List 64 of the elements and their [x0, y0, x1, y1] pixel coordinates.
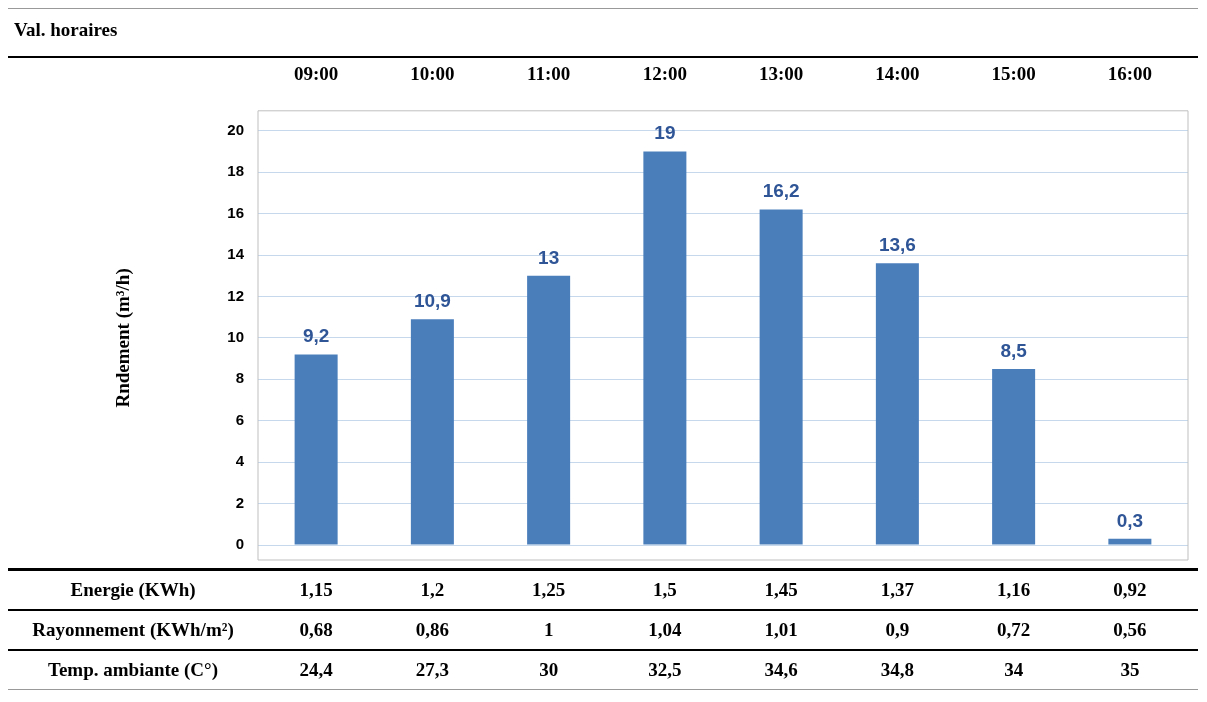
text: 0,86	[414, 618, 450, 642]
data-label: 19	[654, 122, 676, 144]
y-tick-label: 12	[227, 286, 244, 304]
text: 1,37	[879, 578, 915, 602]
text: 30	[538, 658, 560, 682]
y-tick-label: 2	[235, 493, 244, 511]
text: Val. horaires	[14, 18, 118, 42]
text: 24,4	[298, 658, 334, 682]
bar	[1108, 538, 1152, 545]
bar	[410, 319, 454, 545]
text: Energie (KWh)	[69, 578, 197, 602]
text: Temp. ambiante (C°)	[47, 658, 219, 682]
text: 27,3	[414, 658, 450, 682]
bar	[527, 275, 571, 545]
text: 34,6	[763, 658, 799, 682]
x-tick-label: 10:00	[410, 63, 455, 85]
text: 35	[1119, 658, 1141, 682]
x-tick-label: 12:00	[642, 63, 688, 85]
text: 0,56	[1112, 618, 1148, 642]
bar	[294, 354, 338, 545]
text: 1,16	[996, 578, 1032, 602]
data-label: 13	[538, 246, 560, 268]
y-tick-label: 8	[235, 369, 244, 387]
text: 1,15	[298, 578, 334, 602]
y-tick-label: 20	[227, 120, 244, 138]
x-tick-label: 13:00	[758, 63, 804, 85]
y-tick-label: 18	[227, 162, 244, 180]
text: 34,8	[879, 658, 915, 682]
x-tick-label: 14:00	[875, 63, 920, 85]
data-label: 13,6	[878, 234, 916, 256]
bar	[875, 263, 919, 545]
bar	[643, 151, 687, 545]
y-tick-label: 6	[235, 410, 244, 428]
text: 0,68	[298, 618, 334, 642]
x-tick-label: 16:00	[1107, 63, 1153, 85]
x-tick-label: 11:00	[526, 63, 571, 85]
y-tick-label: 14	[227, 245, 245, 263]
text: 0,9	[884, 618, 911, 642]
bar	[992, 368, 1036, 545]
data-label: 0,3	[1116, 509, 1144, 531]
y-tick-label: 4	[235, 452, 245, 470]
y-axis-title: Rndement (m³/h)	[112, 268, 135, 408]
y-tick-label: 0	[235, 535, 244, 553]
data-label: 16,2	[762, 180, 800, 202]
text: 1,45	[763, 578, 799, 602]
data-label: 10,9	[413, 290, 451, 311]
data-label: 9,2	[302, 325, 330, 347]
text: 32,5	[647, 658, 683, 682]
text: 1	[542, 618, 555, 642]
text: 1,5	[652, 578, 678, 602]
x-tick-label: 15:00	[991, 63, 1036, 85]
y-tick-label: 16	[227, 203, 244, 221]
text: 1,04	[647, 618, 683, 642]
text: 1,25	[531, 578, 567, 602]
bar	[759, 209, 803, 545]
text: 0,72	[996, 618, 1032, 642]
text: 34	[1003, 658, 1025, 682]
text: 1,2	[419, 578, 446, 602]
text: 1,01	[763, 618, 799, 642]
x-tick-label: 09:00	[293, 63, 339, 85]
y-tick-label: 10	[227, 328, 244, 346]
data-label: 8,5	[1000, 339, 1028, 361]
text: 0,92	[1112, 578, 1148, 602]
text: Rayonnement (KWh/m²)	[31, 618, 235, 642]
